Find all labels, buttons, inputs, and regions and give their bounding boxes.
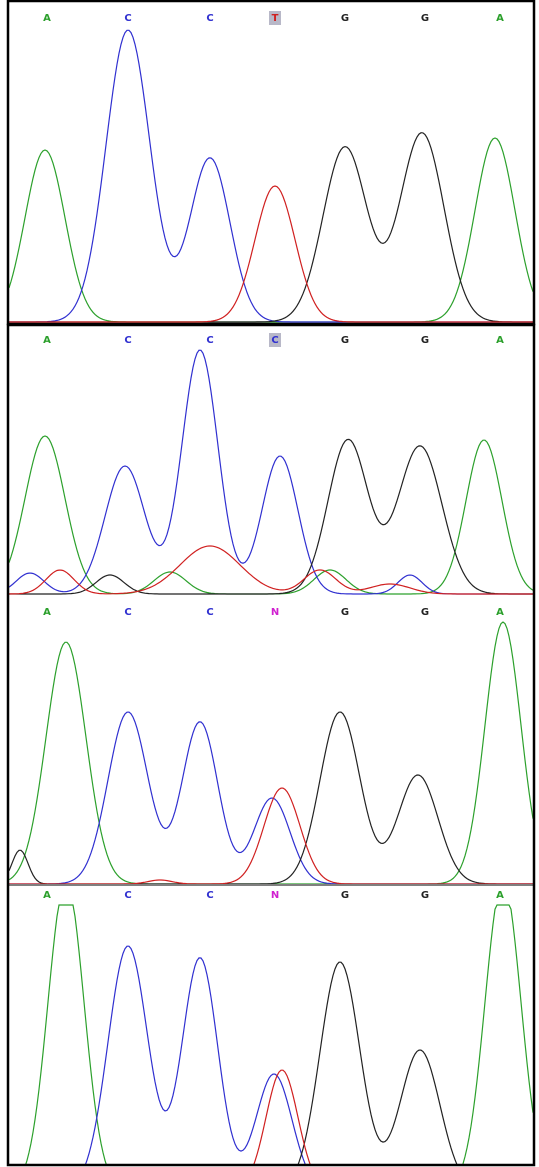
trace (9, 30, 533, 322)
base-call: A (43, 607, 51, 618)
trace (9, 133, 533, 322)
base-call: A (496, 13, 504, 24)
base-call: A (43, 890, 51, 901)
base-call: C (206, 890, 213, 901)
base-call: C (206, 13, 213, 24)
trace (9, 1070, 533, 1167)
base-call: G (341, 335, 349, 346)
base-call: G (341, 890, 349, 901)
base-call: C (124, 335, 131, 346)
base-call: N (271, 607, 279, 618)
base-call: G (341, 607, 349, 618)
trace (9, 962, 533, 1167)
base-call: T (272, 13, 279, 24)
base-call: C (124, 13, 131, 24)
base-call: C (271, 335, 278, 346)
base-call: A (496, 890, 504, 901)
base-call: G (341, 13, 349, 24)
base-call: N (271, 890, 279, 901)
base-call: C (124, 607, 131, 618)
trace (9, 712, 533, 884)
base-call: G (421, 607, 429, 618)
base-call: C (124, 890, 131, 901)
trace (9, 622, 533, 884)
base-call: A (496, 607, 504, 618)
base-call: G (421, 13, 429, 24)
base-call: A (496, 335, 504, 346)
base-call: G (421, 335, 429, 346)
trace (9, 186, 533, 322)
trace (9, 138, 533, 322)
trace (9, 350, 533, 594)
base-call: C (206, 335, 213, 346)
panel-border (8, 1, 534, 324)
chromatogram-figure: A C C T G G A A C C C G G A A C C N G G A A C C N G G A (0, 0, 539, 1167)
trace (9, 946, 533, 1167)
base-call: A (43, 13, 51, 24)
base-call: A (43, 335, 51, 346)
trace (9, 905, 533, 1167)
base-call: C (206, 607, 213, 618)
trace (9, 788, 533, 884)
base-call: G (421, 890, 429, 901)
